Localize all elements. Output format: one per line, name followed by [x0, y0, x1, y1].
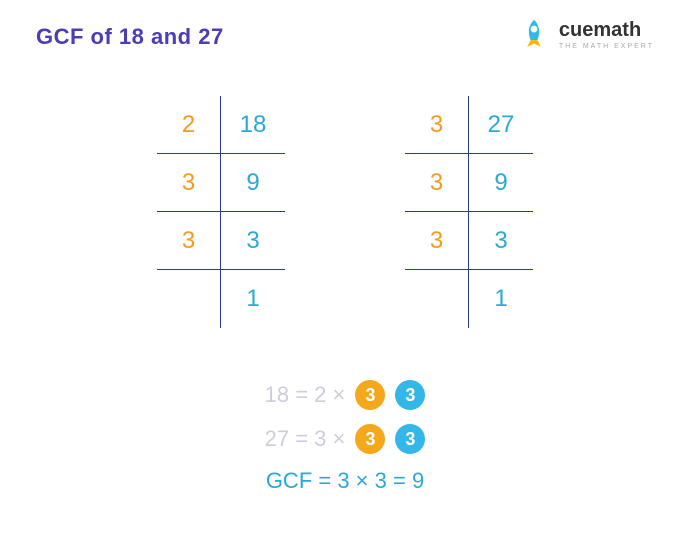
- quotient-cell: 3: [221, 212, 285, 270]
- factor-table-27: 3 27 3 9 3 3 1: [405, 96, 533, 328]
- common-factor-circle: 3: [355, 380, 385, 410]
- quotient-cell: 3: [469, 212, 533, 270]
- factor-table-18: 2 18 3 9 3 3 1: [157, 96, 285, 328]
- quotient-cell: 9: [221, 154, 285, 212]
- divisor-cell: 3: [157, 212, 221, 270]
- brand-logo: cuemath THE MATH EXPERT: [517, 18, 654, 52]
- common-factor-circle: 3: [355, 424, 385, 454]
- gcf-result: GCF = 3 × 3 = 9: [266, 468, 424, 494]
- divisor-cell: 3: [405, 96, 469, 154]
- divisor-cell: 2: [157, 96, 221, 154]
- logo-brand: cuemath: [559, 20, 654, 40]
- equation-27: 27 = 3 × 3 3: [265, 424, 426, 454]
- equation-prefix: 18 = 2 ×: [265, 382, 346, 408]
- logo-math: math: [593, 19, 641, 41]
- page-title: GCF of 18 and 27: [36, 24, 224, 50]
- quotient-cell: 27: [469, 96, 533, 154]
- rocket-window: [531, 26, 538, 33]
- quotient-cell: 18: [221, 96, 285, 154]
- quotient-cell: 9: [469, 154, 533, 212]
- logo-tagline: THE MATH EXPERT: [559, 43, 654, 50]
- equation-18: 18 = 2 × 3 3: [265, 380, 426, 410]
- logo-cue: cue: [559, 19, 593, 41]
- factor-tables: 2 18 3 9 3 3 1 3 27 3 9 3 3 1: [0, 96, 690, 328]
- quotient-cell: 1: [469, 270, 533, 328]
- equations-block: 18 = 2 × 3 3 27 = 3 × 3 3 GCF = 3 × 3 = …: [0, 380, 690, 494]
- divisor-cell: [405, 270, 469, 328]
- quotient-cell: 1: [221, 270, 285, 328]
- common-factor-circle: 3: [395, 380, 425, 410]
- common-factor-circle: 3: [395, 424, 425, 454]
- rocket-icon: [517, 18, 551, 52]
- divisor-cell: 3: [157, 154, 221, 212]
- divisor-cell: [157, 270, 221, 328]
- rocket-flame: [527, 40, 541, 47]
- equation-prefix: 27 = 3 ×: [265, 426, 346, 452]
- divisor-cell: 3: [405, 212, 469, 270]
- divisor-cell: 3: [405, 154, 469, 212]
